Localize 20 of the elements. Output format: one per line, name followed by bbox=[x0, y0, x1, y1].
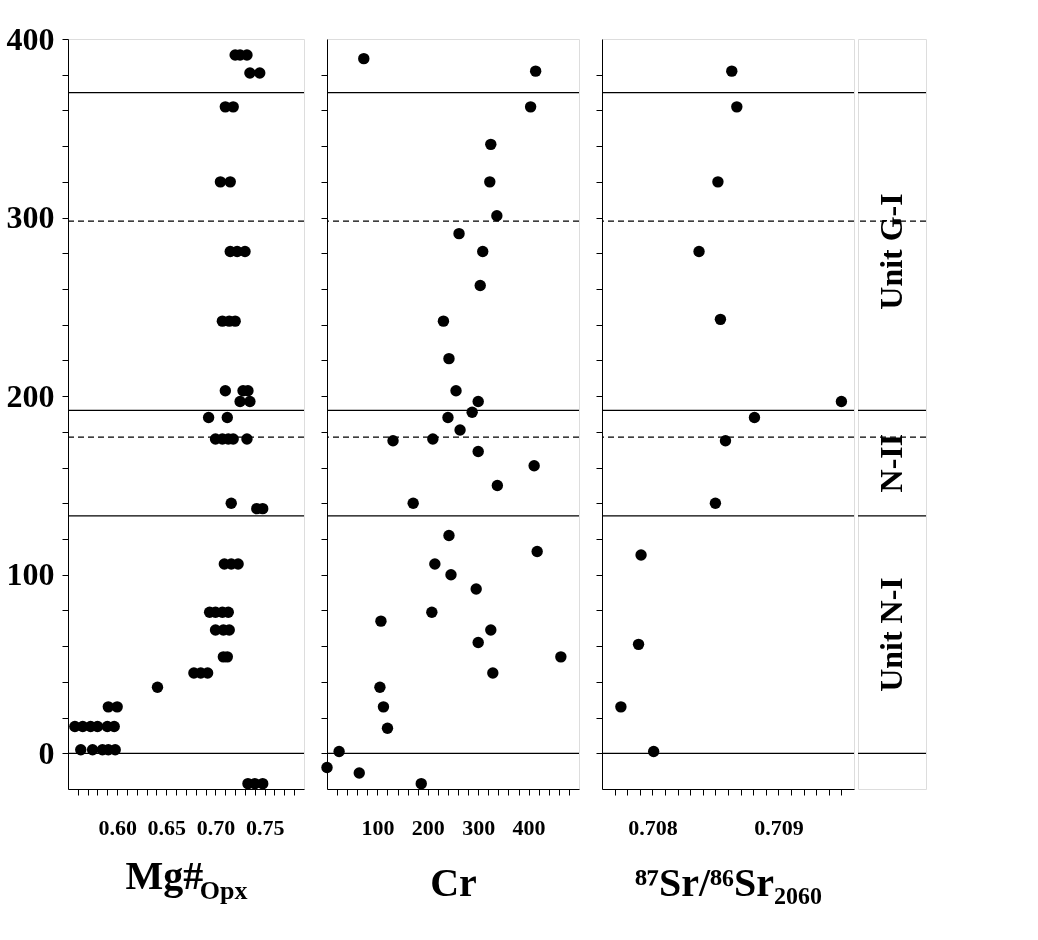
x-axis-title: ⁸⁷Sr/⁸⁶Sr₂₀₆₀ bbox=[634, 859, 823, 905]
x-tick-label: 0.65 bbox=[147, 814, 187, 840]
text: N-II bbox=[873, 433, 909, 493]
x-tick-label: 300 bbox=[462, 814, 496, 840]
y-tick-label: 200 bbox=[6, 377, 55, 414]
x-axis-title: Cr bbox=[430, 859, 477, 905]
text: Unit G-I bbox=[873, 193, 909, 310]
x-tick-label: 200 bbox=[411, 814, 445, 840]
text: Unit N-I bbox=[873, 577, 909, 692]
x-tick-label: 0.70 bbox=[196, 814, 236, 840]
y-tick-label: 100 bbox=[6, 556, 55, 593]
x-tick-label: 0.75 bbox=[245, 814, 285, 840]
x-tick-label: 0.708 bbox=[628, 814, 678, 840]
y-tick-label: 0 bbox=[38, 734, 55, 771]
x-tick-label: 400 bbox=[512, 814, 546, 840]
x-tick-label: 0.709 bbox=[754, 814, 804, 840]
y-tick-label: 400 bbox=[6, 20, 55, 57]
y-tick-label: 300 bbox=[6, 199, 55, 236]
x-tick-label: 100 bbox=[361, 814, 395, 840]
x-tick-label: 0.60 bbox=[98, 814, 137, 840]
